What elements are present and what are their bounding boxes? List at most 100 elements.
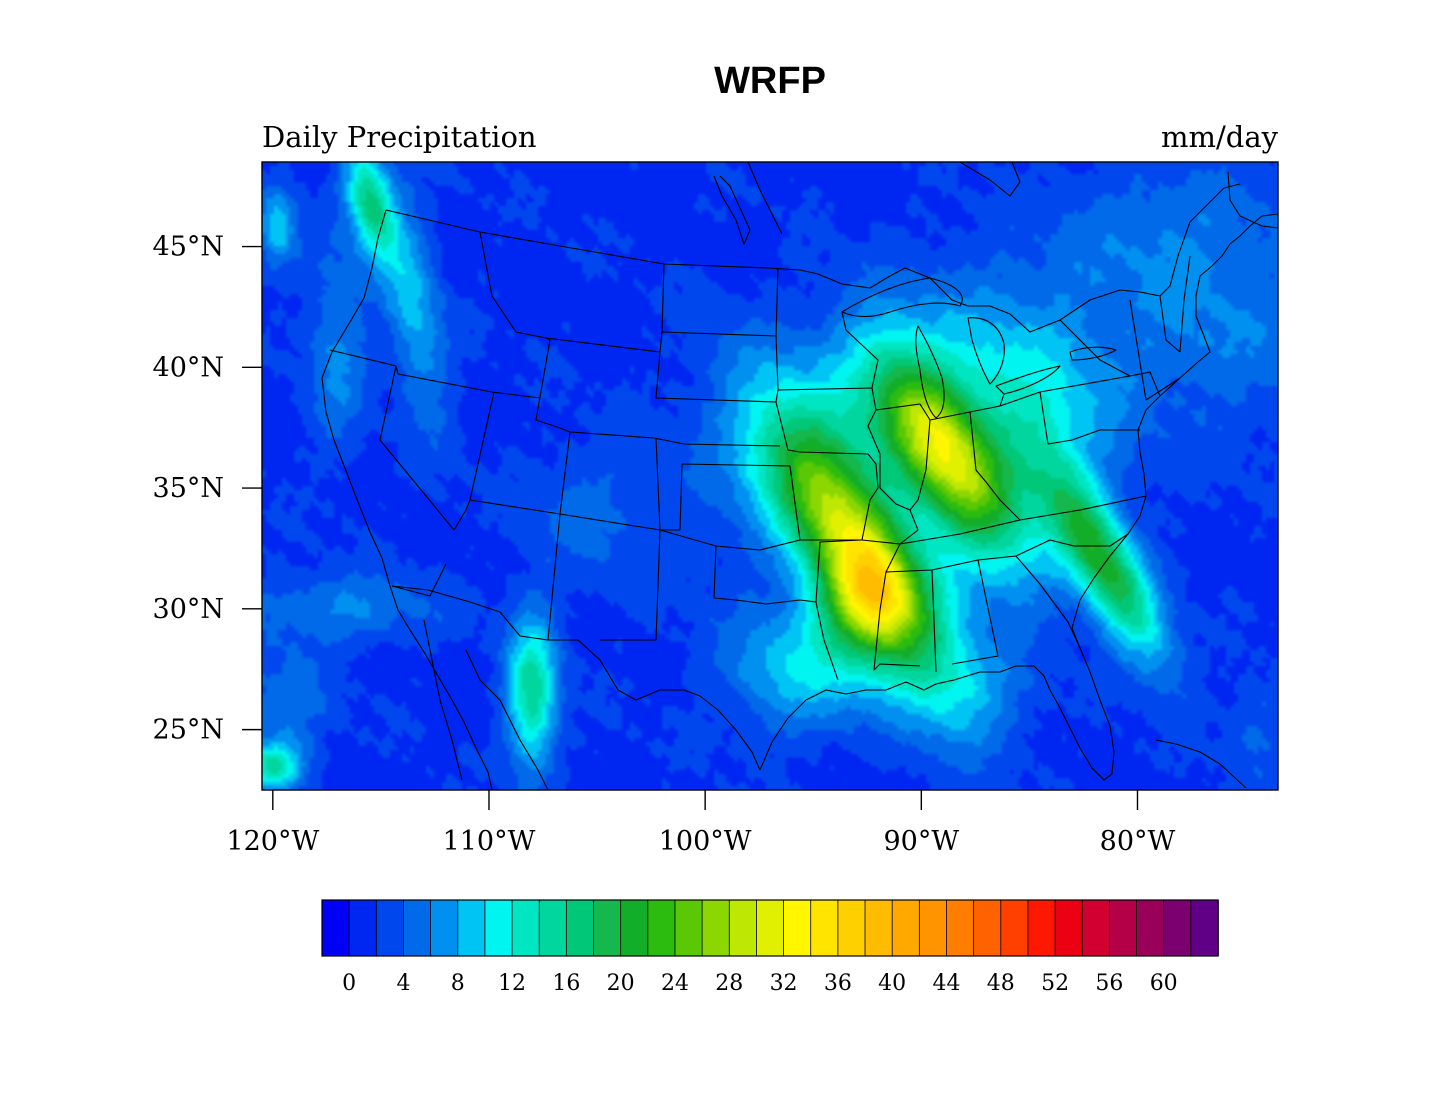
state-lines <box>977 555 1081 649</box>
lake-ontario <box>1069 346 1117 361</box>
colorbar-swatch <box>1081 899 1111 957</box>
state-lines <box>713 545 817 605</box>
coast-fragments <box>959 162 1021 197</box>
colorbar-swatch <box>375 899 405 957</box>
lat-axis: 45°N 40°N 35°N 30°N 25°N <box>153 232 262 746</box>
colorbar-label: 48 <box>987 971 1015 996</box>
state-lines <box>1129 299 1147 401</box>
colorbar-swatch <box>457 899 486 957</box>
lat-tick-label: 30°N <box>153 594 224 625</box>
state-lines <box>909 403 931 511</box>
colorbar-label: 16 <box>552 971 580 996</box>
state-lines <box>1179 255 1191 353</box>
lake-huron <box>967 317 1005 385</box>
state-boundaries <box>321 162 1278 790</box>
state-lines <box>777 387 921 411</box>
colorbar-label: 24 <box>661 971 689 996</box>
lon-tick-label: 100°W <box>659 826 752 857</box>
lat-tick-label: 25°N <box>153 715 224 746</box>
colorbar-swatch <box>593 899 622 957</box>
colorbar-swatch <box>864 899 893 957</box>
colorbar-label: 32 <box>770 971 798 996</box>
colorbar-swatch <box>973 899 1002 957</box>
coast-fragments <box>423 619 463 781</box>
lat-tick-label: 45°N <box>153 232 224 263</box>
lon-tick-label: 110°W <box>443 826 536 857</box>
state-lines <box>775 401 879 681</box>
colorbar-swatch <box>1136 899 1165 957</box>
us-mexico-border <box>391 585 761 771</box>
colorbar-swatch <box>430 899 459 957</box>
colorbar-swatch <box>891 899 921 957</box>
state-lines <box>479 231 781 447</box>
lat-tick-label: 35°N <box>153 473 224 504</box>
figure-title: WRFP <box>714 60 826 102</box>
colorbar-label: 4 <box>396 971 410 996</box>
state-lines <box>931 559 999 665</box>
state-lines <box>1015 533 1129 557</box>
colorbar-label: 52 <box>1041 971 1069 996</box>
colorbar-label: 0 <box>342 971 356 996</box>
lon-tick-label: 80°W <box>1100 826 1176 857</box>
state-lines <box>655 437 801 541</box>
colorbar-swatch <box>837 899 866 957</box>
colorbar-label: 60 <box>1150 971 1178 996</box>
colorbar-swatch <box>918 899 948 957</box>
state-lines <box>999 391 1140 445</box>
colorbar-swatch <box>403 899 432 957</box>
lon-tick-label: 90°W <box>884 826 960 857</box>
us-outline <box>321 209 493 790</box>
colorbar-label: 40 <box>878 971 906 996</box>
left-string: Daily Precipitation <box>262 120 537 154</box>
colorbar-label: 28 <box>715 971 743 996</box>
lon-tick-label: 120°W <box>226 826 319 857</box>
colorbar-label: 44 <box>932 971 960 996</box>
coast-fragments <box>747 162 783 235</box>
precipitation-field <box>262 162 1278 790</box>
colorbar-swatch <box>1190 899 1219 957</box>
canada-border <box>385 183 1241 333</box>
lake-superior <box>841 277 963 318</box>
colorbar-swatch <box>1163 899 1192 957</box>
colorbar-swatch <box>484 899 513 957</box>
colorbar-swatch <box>674 899 703 957</box>
colorbar-swatch <box>728 899 758 957</box>
colorbar-swatch <box>810 899 839 957</box>
colorbar-swatch <box>1108 899 1138 957</box>
state-lines <box>661 263 665 333</box>
lon-axis: 120°W 110°W 100°W 90°W 80°W <box>226 790 1176 857</box>
state-lines <box>841 311 879 389</box>
gulf-coast <box>759 647 1115 781</box>
colorbar-label: 20 <box>607 971 635 996</box>
state-lines <box>469 495 1147 551</box>
colorbar-swatch <box>565 899 595 957</box>
colorbar-label: 56 <box>1095 971 1123 996</box>
coast-fragments <box>713 175 751 245</box>
colorbar-swatch <box>701 899 731 957</box>
lat-tick-label: 40°N <box>153 352 224 383</box>
state-lines <box>1059 319 1131 377</box>
state-lines <box>655 267 779 403</box>
state-lines <box>600 529 661 641</box>
state-lines <box>969 411 1021 521</box>
state-lines <box>545 331 777 353</box>
lake-erie <box>995 365 1061 395</box>
colorbar-label: 12 <box>498 971 526 996</box>
state-lines <box>453 391 495 531</box>
colorbar-swatch <box>756 899 785 957</box>
colorbar-swatch <box>538 899 568 957</box>
coast-fragments <box>465 649 549 790</box>
colorbar-swatch <box>1000 899 1029 957</box>
colorbar-swatch <box>783 899 812 957</box>
lake-michigan <box>915 325 945 419</box>
colorbar-swatch <box>620 899 649 957</box>
map-panel: 120°W 110°W 100°W 90°W 80°W 45°N 40°N 35°N 30°N… <box>153 161 1279 857</box>
state-lines <box>391 563 447 597</box>
colorbar-swatch <box>946 899 975 957</box>
colorbar-swatch <box>1054 899 1084 957</box>
map-frame <box>261 161 1279 791</box>
right-string: mm/day <box>1161 120 1279 154</box>
colorbar-label: 8 <box>451 971 465 996</box>
coast-fragments <box>1227 171 1278 229</box>
